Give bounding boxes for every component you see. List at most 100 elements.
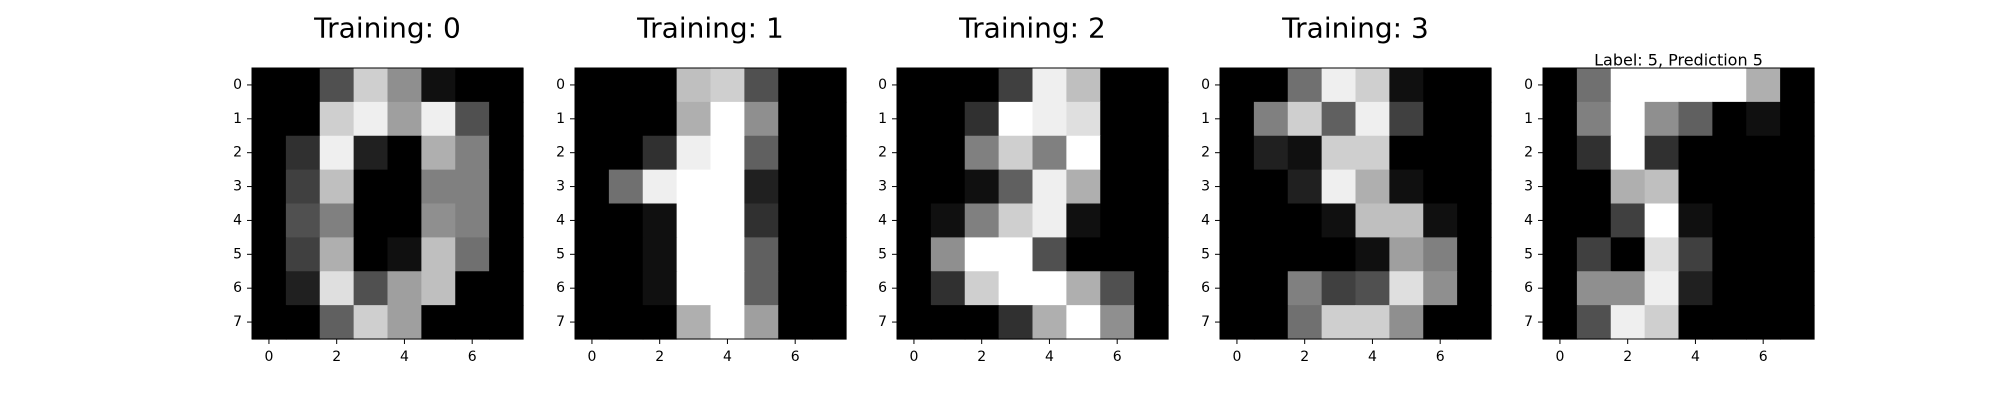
- pixel-r1-c5: [1389, 101, 1424, 137]
- pixel-r4-c4: [1678, 203, 1713, 238]
- pixel-r0-c2: [642, 68, 678, 103]
- pixel-r1-c7: [1457, 101, 1492, 137]
- x-tick-label: 2: [655, 349, 664, 365]
- y-tick-label: 0: [1524, 77, 1533, 93]
- y-tick-label: 2: [1201, 145, 1210, 161]
- pixel-r1-c2: [1287, 101, 1323, 137]
- pixel-r0-c7: [1780, 68, 1815, 103]
- pixel-r1-c4: [387, 101, 422, 137]
- pixel-r2-c6: [1100, 135, 1135, 171]
- pixel-r3-c5: [1066, 169, 1101, 205]
- pixel-r4-c1: [608, 203, 644, 238]
- pixel-r4-c5: [421, 203, 456, 238]
- pixel-r7-c5: [1066, 305, 1101, 340]
- pixel-r4-c3: [998, 203, 1034, 238]
- pixel-r3-c3: [353, 169, 389, 205]
- pixel-r0-c0: [1543, 68, 1578, 103]
- pixel-r4-c2: [642, 203, 678, 238]
- pixel-r5-c1: [608, 237, 644, 272]
- pixel-r4-c7: [489, 203, 524, 238]
- pixel-r5-c3: [998, 237, 1034, 272]
- pixel-r2-c1: [930, 135, 966, 171]
- pixel-r6-c3: [353, 271, 389, 306]
- pixel-r1-c4: [1678, 101, 1713, 137]
- panel-4: Label: 5, Prediction 5 0 1 2 3 4 5 6 7 0 2 4 6: [1524, 51, 1815, 365]
- pixel-r5-c0: [1220, 237, 1255, 272]
- pixel-r0-c5: [1066, 68, 1101, 103]
- pixel-r7-c1: [1576, 305, 1612, 340]
- pixel-r3-c0: [1543, 169, 1578, 205]
- pixel-r3-c2: [642, 169, 678, 205]
- pixel-r7-c5: [1712, 305, 1747, 340]
- pixel-r5-c1: [1576, 237, 1612, 272]
- x-tick-label: 0: [1232, 349, 1241, 365]
- pixel-r4-c2: [1610, 203, 1646, 238]
- pixel-r2-c1: [1576, 135, 1612, 171]
- pixel-r4-c3: [1321, 203, 1357, 238]
- x-tick-label: 4: [723, 349, 732, 365]
- pixel-r1-c0: [897, 101, 932, 137]
- pixel-r7-c7: [1134, 305, 1169, 340]
- pixel-r5-c5: [421, 237, 456, 272]
- y-tick-label: 7: [233, 314, 242, 330]
- pixel-r4-c2: [964, 203, 1000, 238]
- pixel-r0-c6: [778, 68, 813, 103]
- y-tick-label: 5: [556, 246, 565, 262]
- pixel-r2-c6: [1423, 135, 1458, 171]
- pixel-r1-c0: [575, 101, 610, 137]
- pixel-r5-c0: [252, 237, 287, 272]
- pixel-r2-c4: [710, 135, 745, 171]
- pixel-r3-c1: [608, 169, 644, 205]
- pixel-r0-c3: [998, 68, 1034, 103]
- pixel-r6-c4: [710, 271, 745, 306]
- pixel-r5-c0: [575, 237, 610, 272]
- pixel-r7-c7: [489, 305, 524, 340]
- y-tick-label: 2: [878, 145, 887, 161]
- pixel-r0-c7: [812, 68, 847, 103]
- pixel-r6-c5: [421, 271, 456, 306]
- panel-2: Training: 2 0 1 2 3 4 5 6 7 0 2 4 6: [878, 12, 1169, 365]
- pixel-r5-c7: [812, 237, 847, 272]
- pixel-r6-c2: [1610, 271, 1646, 306]
- pixel-r3-c5: [421, 169, 456, 205]
- pixel-r2-c3: [676, 135, 712, 171]
- panel-title: Label: 5, Prediction 5: [1594, 51, 1763, 70]
- pixel-r5-c6: [1423, 237, 1458, 272]
- pixel-r5-c6: [455, 237, 490, 272]
- pixel-r5-c4: [1032, 237, 1067, 272]
- pixel-r5-c3: [353, 237, 389, 272]
- pixel-r5-c7: [1457, 237, 1492, 272]
- pixel-r0-c1: [1576, 68, 1612, 103]
- pixel-r6-c0: [1220, 271, 1255, 306]
- pixel-r7-c7: [1780, 305, 1815, 340]
- pixel-r3-c6: [1100, 169, 1135, 205]
- pixel-r4-c0: [1543, 203, 1578, 238]
- pixel-r2-c6: [1746, 135, 1781, 171]
- y-tick-label: 5: [878, 246, 887, 262]
- pixel-r4-c0: [897, 203, 932, 238]
- pixel-r1-c2: [319, 101, 355, 137]
- pixel-r3-c5: [1712, 169, 1747, 205]
- pixel-r6-c7: [489, 271, 524, 306]
- pixel-r7-c1: [1253, 305, 1289, 340]
- pixel-r7-c2: [1610, 305, 1646, 340]
- y-tick-label: 6: [556, 280, 565, 296]
- pixel-r5-c5: [1389, 237, 1424, 272]
- pixel-r1-c6: [455, 101, 490, 137]
- pixel-r6-c1: [285, 271, 321, 306]
- pixel-r6-c6: [1100, 271, 1135, 306]
- pixel-r7-c0: [897, 305, 932, 340]
- pixel-r7-c4: [387, 305, 422, 340]
- pixel-r4-c4: [1032, 203, 1067, 238]
- pixel-r6-c7: [812, 271, 847, 306]
- pixel-r2-c2: [964, 135, 1000, 171]
- pixel-r0-c6: [1423, 68, 1458, 103]
- x-tick-label: 4: [1045, 349, 1054, 365]
- pixel-r2-c0: [575, 135, 610, 171]
- pixel-r3-c4: [1678, 169, 1713, 205]
- pixel-r6-c4: [387, 271, 422, 306]
- pixel-r4-c7: [1780, 203, 1815, 238]
- pixel-r3-c4: [1032, 169, 1067, 205]
- pixel-r5-c1: [1253, 237, 1289, 272]
- pixel-r0-c3: [353, 68, 389, 103]
